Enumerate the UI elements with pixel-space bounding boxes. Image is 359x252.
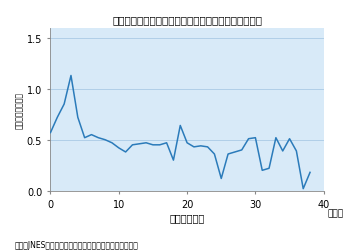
Text: （年）: （年） (328, 209, 344, 218)
Text: 出典：JNES／原子力施設運転管理年報（平成２５年版）: 出典：JNES／原子力施設運転管理年報（平成２５年版） (14, 240, 138, 249)
Y-axis label: 報告件数の平均値: 報告件数の平均値 (15, 91, 24, 128)
X-axis label: 運開後経年度: 運開後経年度 (169, 212, 205, 222)
Title: 原子力発電所における運開後経年度別報告件数の推移: 原子力発電所における運開後経年度別報告件数の推移 (112, 15, 262, 25)
